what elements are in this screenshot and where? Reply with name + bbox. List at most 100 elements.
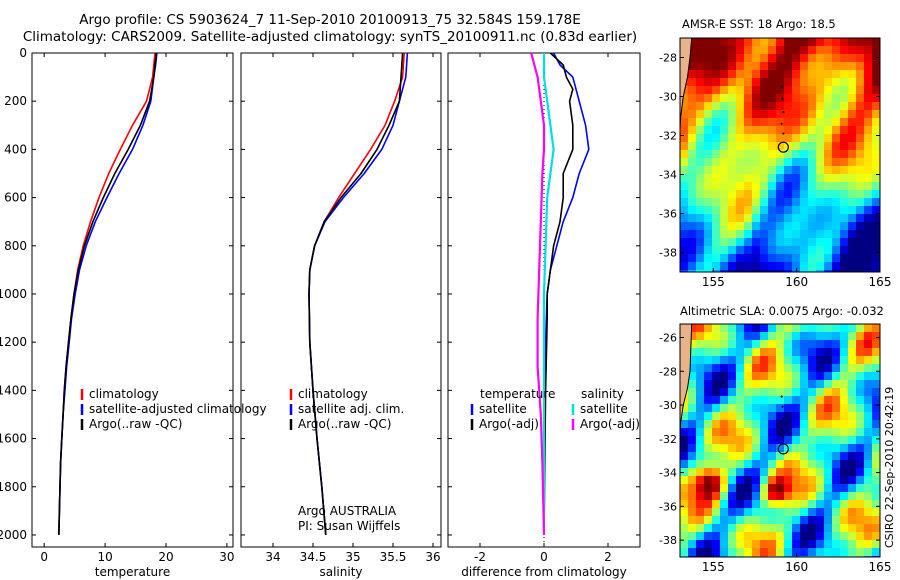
heatmap-cell xyxy=(840,452,849,461)
heatmap-cell xyxy=(832,182,841,191)
heatmap-cell xyxy=(840,492,849,501)
heatmap-cell xyxy=(744,198,753,207)
heatmap-cell xyxy=(720,38,729,47)
figure-title-line1: Argo profile: CS 5903624_7 11-Sep-2010 2… xyxy=(79,12,581,28)
heatmap-cell xyxy=(792,508,801,517)
heatmap-cell xyxy=(824,524,833,533)
heatmap-cell xyxy=(824,420,833,429)
heatmap-cell xyxy=(720,484,729,493)
heatmap-cell xyxy=(832,270,841,273)
heatmap-cell xyxy=(832,332,841,341)
heatmap-cell xyxy=(816,484,825,493)
heatmap-cell xyxy=(696,86,705,95)
heatmap-cell xyxy=(712,372,721,381)
heatmap-cell xyxy=(736,110,745,119)
heatmap-cell xyxy=(856,110,865,119)
heatmap-cell xyxy=(848,484,857,493)
heatmap-cell xyxy=(704,324,713,333)
heatmap-cell xyxy=(688,412,697,421)
heatmap-cell xyxy=(824,134,833,143)
heatmap-cell xyxy=(816,254,825,263)
heatmap-cell xyxy=(808,324,817,333)
heatmap-cell xyxy=(720,444,729,453)
heatmap-cell xyxy=(784,110,793,119)
heatmap-cell xyxy=(768,206,777,215)
heatmap-cell xyxy=(712,174,721,183)
heatmap-cell xyxy=(776,476,785,485)
xtick-label: 10 xyxy=(97,550,112,564)
heatmap-cell xyxy=(776,86,785,95)
heatmap-cell xyxy=(792,412,801,421)
heatmap-cell xyxy=(776,508,785,517)
heatmap-cell xyxy=(776,270,785,273)
heatmap-cell xyxy=(808,38,817,47)
heatmap-cell xyxy=(856,118,865,127)
heatmap-cell xyxy=(776,174,785,183)
heatmap-cell xyxy=(736,174,745,183)
heatmap-cell xyxy=(808,492,817,501)
heatmap-cell xyxy=(864,262,873,271)
heatmap-cell xyxy=(816,460,825,469)
heatmap-cell xyxy=(832,500,841,509)
heatmap-cell xyxy=(704,524,713,533)
heatmap-cell xyxy=(736,468,745,477)
heatmap-cell xyxy=(808,404,817,413)
heatmap-cell xyxy=(760,246,769,255)
heatmap-cell xyxy=(752,404,761,413)
heatmap-cell xyxy=(752,548,761,557)
heatmap-cell xyxy=(824,516,833,525)
heatmap-cell xyxy=(736,246,745,255)
heatmap-cell xyxy=(800,134,809,143)
ytick-label: 400 xyxy=(4,142,27,156)
heatmap-cell xyxy=(728,476,737,485)
heatmap-cell xyxy=(744,174,753,183)
heatmap-cell xyxy=(792,78,801,87)
heatmap-cell xyxy=(704,102,713,111)
heatmap-cell xyxy=(760,166,769,175)
heatmap-cell xyxy=(792,190,801,199)
heatmap-cell xyxy=(760,238,769,247)
heatmap-cell xyxy=(872,222,881,231)
heatmap-cell xyxy=(696,404,705,413)
heatmap-cell xyxy=(864,222,873,231)
heatmap-cell xyxy=(800,548,809,557)
heatmap-cell xyxy=(792,420,801,429)
heatmap-cell xyxy=(688,516,697,525)
heatmap-cell xyxy=(872,444,881,453)
heatmap-cell xyxy=(704,230,713,239)
heatmap-cell xyxy=(808,222,817,231)
heatmap-cell xyxy=(728,150,737,159)
heatmap-cell xyxy=(832,412,841,421)
heatmap-cell xyxy=(760,540,769,549)
heatmap-cell xyxy=(768,38,777,47)
legend-entry: satellite-adjusted climatology xyxy=(89,402,267,416)
heatmap-cell xyxy=(680,540,689,549)
heatmap-cell xyxy=(784,174,793,183)
heatmap-cell xyxy=(776,238,785,247)
heatmap-cell xyxy=(816,134,825,143)
heatmap-cell xyxy=(824,484,833,493)
heatmap-cell xyxy=(744,126,753,135)
heatmap-cell xyxy=(744,340,753,349)
heatmap-cell xyxy=(768,484,777,493)
xtick-label: 36 xyxy=(425,550,440,564)
heatmap-cell xyxy=(848,158,857,167)
heatmap-cell xyxy=(744,246,753,255)
heatmap-cell xyxy=(688,222,697,231)
heatmap-cell xyxy=(712,206,721,215)
heatmap-cell xyxy=(728,134,737,143)
heatmap-cell xyxy=(856,548,865,557)
heatmap-cell xyxy=(864,238,873,247)
heatmap-cell xyxy=(848,198,857,207)
heatmap-cell xyxy=(816,540,825,549)
heatmap-cell xyxy=(848,102,857,111)
heatmap-cell xyxy=(784,548,793,557)
heatmap-cell xyxy=(736,372,745,381)
heatmap-cell xyxy=(744,412,753,421)
heatmap-cell xyxy=(704,134,713,143)
heatmap-cell xyxy=(776,166,785,175)
heatmap-cell xyxy=(712,134,721,143)
heatmap-cell xyxy=(768,126,777,135)
heatmap-cell xyxy=(856,516,865,525)
heatmap-cell xyxy=(824,222,833,231)
